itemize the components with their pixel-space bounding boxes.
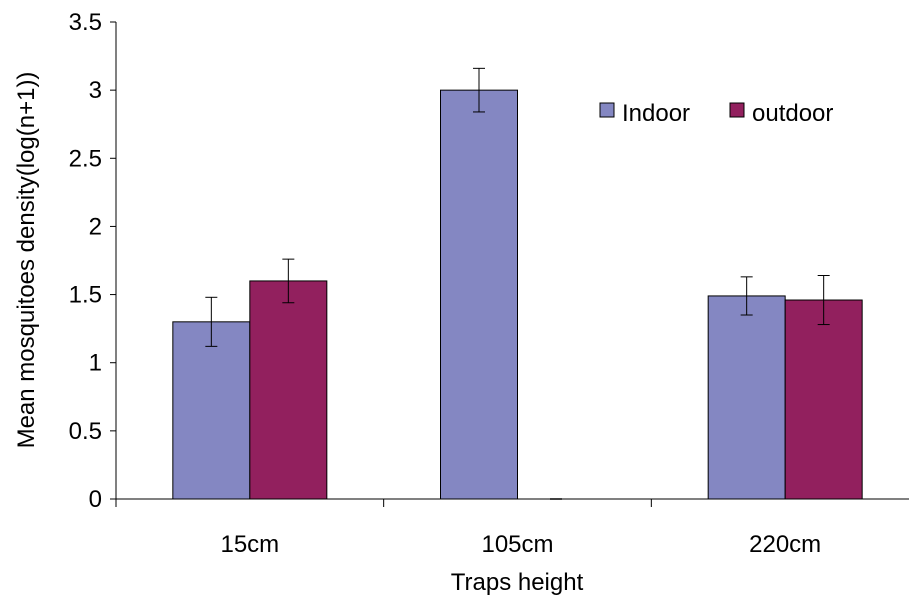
y-tick-label: 0 (89, 486, 102, 513)
legend-swatch-outdoor (729, 102, 745, 118)
bar-outdoor-220cm (784, 299, 863, 500)
error-bars-group (205, 67, 830, 500)
y-axis-title: Mean mosquitoes density(log(n+1)) (13, 72, 40, 449)
y-tick-label: 2.5 (69, 145, 102, 172)
x-tick-label: 105cm (481, 531, 553, 558)
bar-outdoor-15cm (249, 280, 328, 500)
legend-label-indoor: Indoor (622, 100, 690, 127)
y-tick-label: 3 (89, 77, 102, 104)
x-axis-title: Traps height (451, 569, 584, 596)
x-axis-tick-labels: 15cm 105cm 220cm (220, 531, 821, 558)
x-axis-ticks (115, 499, 652, 507)
x-tick-label: 220cm (749, 531, 821, 558)
legend-label-outdoor: outdoor (752, 100, 833, 127)
legend-swatch-indoor (599, 102, 615, 118)
y-tick-label: 1 (89, 350, 102, 377)
y-tick-label: 3.5 (69, 9, 102, 36)
y-tick-label: 1.5 (69, 282, 102, 309)
y-tick-label: 0.5 (69, 418, 102, 445)
bar-indoor-220cm (707, 295, 786, 500)
legend: Indoor outdoor (599, 100, 833, 127)
bar-indoor-15cm (172, 321, 251, 500)
bars-group (172, 89, 863, 500)
y-axis-tick-labels: 0 0.5 1 1.5 2 2.5 3 3.5 (69, 9, 102, 513)
y-axis-ticks (110, 21, 116, 500)
y-tick-label: 2 (89, 213, 102, 240)
x-tick-label: 15cm (220, 531, 279, 558)
bar-indoor-105cm (440, 89, 518, 500)
